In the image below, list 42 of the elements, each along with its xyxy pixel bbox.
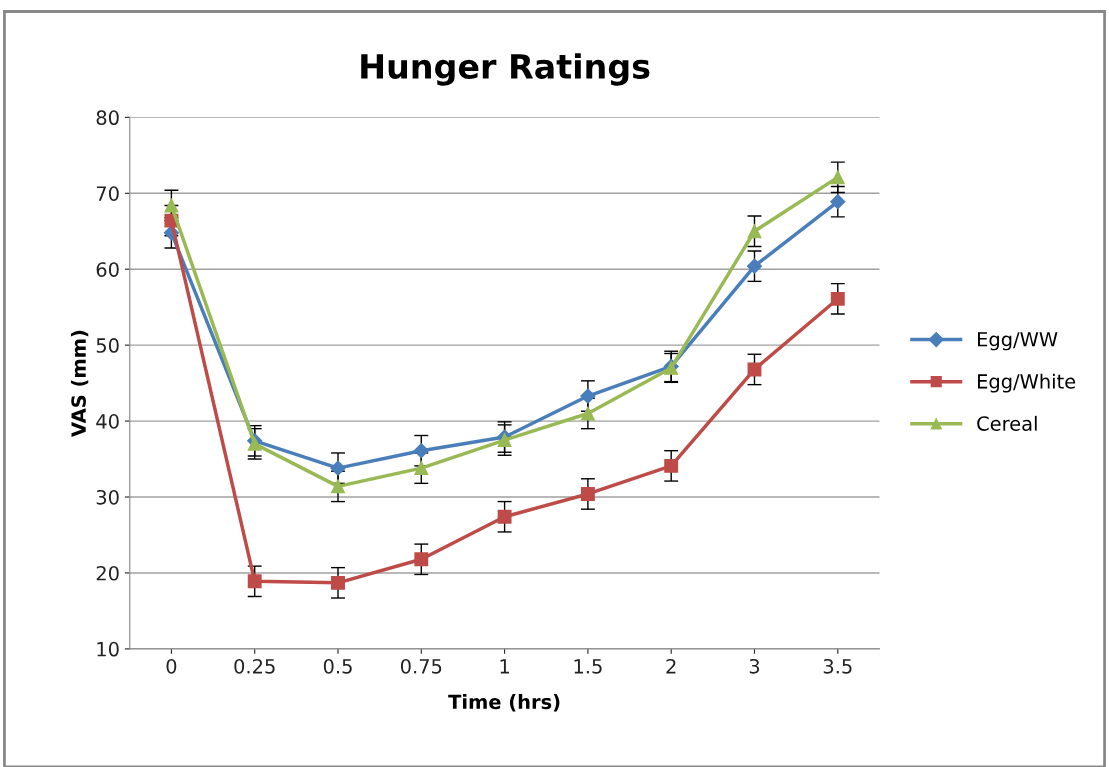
point — [164, 198, 179, 213]
y-tick-label: 80 — [96, 110, 119, 126]
point — [497, 433, 512, 448]
point — [580, 388, 596, 404]
legend-label: Egg/White — [978, 373, 1076, 393]
y-tick-label: 10 — [97, 641, 119, 657]
point — [830, 170, 845, 185]
point — [331, 575, 345, 590]
x-tick-label: 0.75 — [400, 658, 442, 674]
point — [580, 406, 595, 421]
point — [747, 224, 762, 239]
legend-label: Cereal — [977, 415, 1037, 431]
point — [830, 194, 846, 210]
point — [830, 291, 845, 306]
point — [331, 479, 345, 494]
x-tick-label: 1 — [500, 659, 509, 674]
x-tick-label: 3.5 — [823, 658, 852, 674]
point — [746, 258, 763, 274]
y-tick-label: 70 — [96, 186, 119, 201]
point — [580, 487, 595, 501]
x-tick-label: 0.5 — [323, 658, 352, 674]
chart-title: Hunger Ratings — [361, 53, 650, 86]
x-tick-label: 0 — [166, 658, 177, 674]
x-tick-label: 1.5 — [574, 659, 602, 674]
point — [330, 460, 346, 476]
legend-label: Egg/WW — [978, 332, 1058, 351]
point — [664, 458, 679, 473]
point — [247, 574, 262, 589]
x-tick-label: 2 — [666, 658, 676, 674]
point — [413, 443, 429, 459]
y-tick-label: 30 — [96, 489, 119, 505]
point — [497, 509, 512, 524]
y-tick-label: 40 — [96, 414, 119, 429]
x-axis-title: Time (hrs) — [448, 694, 560, 712]
x-tick-label: 0.25 — [234, 658, 275, 674]
point — [414, 552, 429, 567]
y-tick-label: 50 — [96, 338, 119, 353]
x-tick-label: 3 — [749, 658, 760, 674]
y-tick-label: 20 — [96, 565, 119, 581]
point — [414, 461, 429, 476]
y-tick-label: 60 — [96, 262, 119, 277]
y-axis-title: VAS (mm) — [70, 330, 89, 437]
